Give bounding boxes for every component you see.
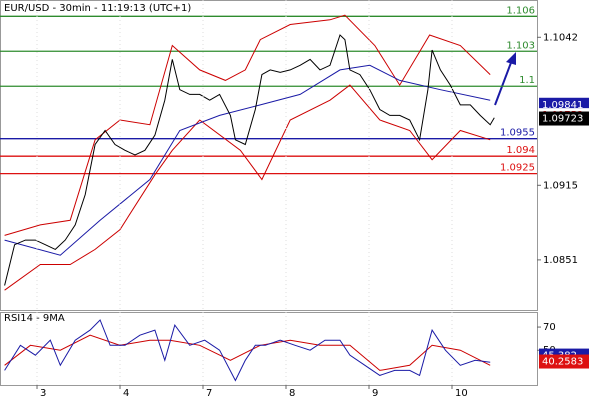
level-label: 1.1 [519,75,535,86]
series-line [4,64,491,256]
price-tag-label: 1.09841 [542,100,583,111]
level-label: 1.103 [506,40,535,51]
x-tick-label: 9 [372,388,378,399]
y-tick-label: 1.1042 [543,32,578,43]
x-tick-label: 10 [455,388,468,399]
series-line [4,34,495,286]
forecast-arrow [494,59,513,106]
level-label: 1.0955 [500,128,535,139]
series-line [4,14,491,236]
y-tick-label: 70 [543,322,556,333]
level-label: 1.106 [506,5,535,16]
main-frame [0,0,538,311]
rsi-title: RSI14 - 9MA [4,313,65,324]
level-label: 1.094 [506,145,535,156]
level-label: 1.0925 [500,163,535,174]
price-tag [539,354,589,369]
series-line [4,84,491,291]
series-line [4,319,491,382]
x-tick-label: 8 [289,388,295,399]
x-tick-label: 3 [40,388,46,399]
y-tick-label: 1.0915 [543,180,578,191]
x-tick-label: 4 [123,388,129,399]
price-tag-label: 40.2583 [542,357,583,368]
x-tick-label: 7 [206,388,212,399]
chart-title: EUR/USD - 30min - 11:19:13 (UTC+1) [4,3,191,14]
forecast-arrowhead [506,52,516,65]
price-tag-label: 1.09723 [542,114,583,125]
series-line [4,334,491,371]
y-tick-label: 1.0851 [543,255,578,266]
price-tag [539,111,589,126]
rsi-frame [0,312,538,386]
